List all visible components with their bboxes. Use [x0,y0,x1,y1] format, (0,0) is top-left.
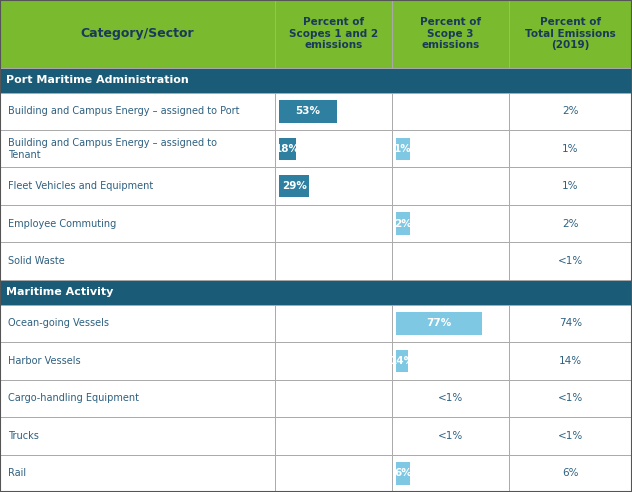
Bar [392,305,509,342]
Text: <1%: <1% [558,431,583,441]
Bar [275,167,392,205]
Bar [275,205,392,243]
Bar [396,462,410,485]
Text: Harbor Vessels: Harbor Vessels [8,356,80,366]
Text: Category/Sector: Category/Sector [81,27,194,40]
Bar [392,417,509,455]
Bar [275,455,392,492]
Bar [275,243,392,280]
Bar [275,305,392,342]
Text: <1%: <1% [438,431,463,441]
Bar [275,342,392,380]
Bar [509,0,632,67]
Bar [396,137,410,160]
Text: Ocean-going Vessels: Ocean-going Vessels [8,318,109,329]
Bar [0,280,632,305]
Bar [0,305,275,342]
Text: Cargo-handling Equipment: Cargo-handling Equipment [8,394,138,403]
Bar [392,380,509,417]
Text: 14%: 14% [390,356,415,366]
Text: <1%: <1% [438,394,463,403]
Bar [0,0,275,67]
Bar [392,0,509,67]
Bar [0,205,275,243]
Bar [275,380,392,417]
Text: 74%: 74% [559,318,582,329]
Bar [509,130,632,167]
Bar [509,305,632,342]
Bar [0,92,275,130]
Bar [0,130,275,167]
Text: 2%: 2% [562,106,579,116]
Bar [279,137,296,160]
Bar [0,67,632,92]
Text: Building and Campus Energy – assigned to Port: Building and Campus Energy – assigned to… [8,106,239,116]
Bar [275,0,392,67]
Text: Percent of
Scope 3
emissions: Percent of Scope 3 emissions [420,17,481,50]
Bar [392,243,509,280]
Bar [392,342,509,380]
Text: Rail: Rail [8,468,26,478]
Bar [509,342,632,380]
Bar [0,342,275,380]
Bar [396,312,482,335]
Bar [509,455,632,492]
Bar [275,92,392,130]
Bar [509,92,632,130]
Bar [275,417,392,455]
Bar [392,130,509,167]
Bar [509,167,632,205]
Bar [0,380,275,417]
Bar [0,167,275,205]
Text: 1%: 1% [562,144,579,154]
Text: 6%: 6% [394,468,412,478]
Text: Percent of
Scopes 1 and 2
emissions: Percent of Scopes 1 and 2 emissions [289,17,378,50]
Text: 29%: 29% [282,181,307,191]
Bar [392,455,509,492]
Bar [509,243,632,280]
Bar [392,205,509,243]
Bar [0,243,275,280]
Text: Building and Campus Energy – assigned to
Tenant: Building and Campus Energy – assigned to… [8,138,217,159]
Text: Percent of
Total Emissions
(2019): Percent of Total Emissions (2019) [525,17,616,50]
Bar [279,100,337,123]
Bar [509,380,632,417]
Bar [392,92,509,130]
Bar [275,130,392,167]
Bar [396,213,410,235]
Text: Employee Commuting: Employee Commuting [8,218,116,229]
Bar [279,175,309,197]
Bar [0,455,275,492]
Text: Trucks: Trucks [8,431,39,441]
Text: Maritime Activity: Maritime Activity [6,287,114,297]
Text: 53%: 53% [296,106,320,116]
Bar [509,417,632,455]
Bar [396,350,408,372]
Bar [0,280,632,305]
Text: 1%: 1% [394,144,412,154]
Text: 14%: 14% [559,356,582,366]
Text: 18%: 18% [275,144,300,154]
Text: <1%: <1% [558,394,583,403]
Bar [0,417,275,455]
Bar [0,67,632,92]
Text: <1%: <1% [558,256,583,266]
Text: Port Maritime Administration: Port Maritime Administration [6,75,189,85]
Text: 6%: 6% [562,468,579,478]
Text: 2%: 2% [562,218,579,229]
Text: Fleet Vehicles and Equipment: Fleet Vehicles and Equipment [8,181,153,191]
Text: 2%: 2% [394,218,412,229]
Text: 77%: 77% [427,318,452,329]
Bar [392,167,509,205]
Bar [509,205,632,243]
Text: 1%: 1% [562,181,579,191]
Text: Solid Waste: Solid Waste [8,256,64,266]
